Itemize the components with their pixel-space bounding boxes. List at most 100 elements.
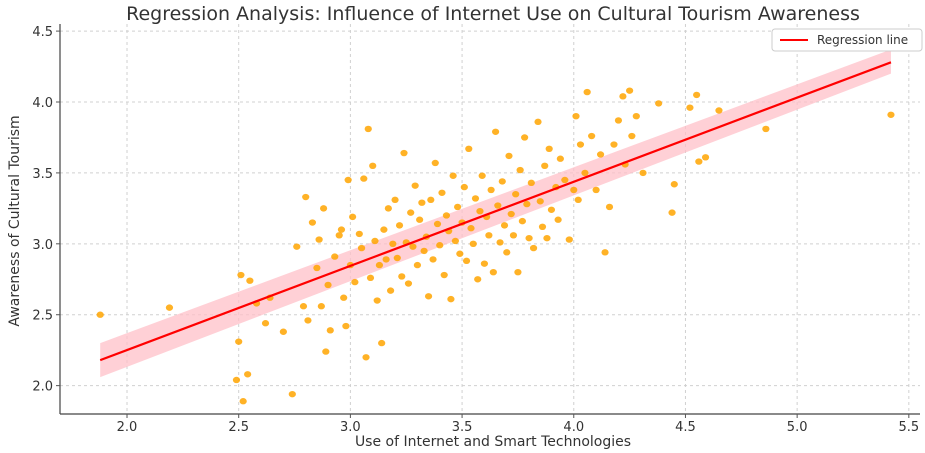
data-point (416, 216, 424, 223)
data-point (529, 244, 538, 252)
data-point (556, 155, 564, 162)
data-point (668, 209, 676, 216)
data-point (626, 87, 634, 94)
data-point (628, 132, 636, 140)
data-point (319, 205, 328, 212)
confidence-band (100, 49, 891, 378)
data-point (386, 287, 395, 294)
data-point (693, 91, 701, 99)
data-point (476, 208, 484, 215)
data-point (500, 222, 509, 229)
data-point (371, 237, 379, 245)
data-point (400, 149, 408, 157)
scatter-points (96, 87, 895, 405)
data-point (304, 317, 312, 324)
data-point (302, 193, 310, 201)
data-point (380, 226, 388, 233)
data-point (335, 232, 343, 239)
data-point (494, 202, 502, 209)
y-tick-label: 2.0 (32, 380, 53, 395)
data-point (355, 230, 363, 238)
data-point (460, 183, 468, 191)
data-point (313, 264, 321, 272)
data-point (454, 203, 462, 211)
data-point (525, 234, 533, 242)
regression-line (99, 61, 892, 362)
data-point (581, 169, 589, 177)
data-point (308, 219, 317, 226)
data-point (404, 280, 413, 287)
data-point (478, 172, 486, 179)
data-point (514, 268, 522, 276)
data-point (409, 243, 417, 250)
data-point (565, 236, 573, 243)
data-point (398, 273, 406, 280)
data-point (373, 297, 381, 304)
data-point (232, 376, 241, 384)
data-point (351, 278, 359, 286)
data-point (288, 390, 296, 398)
data-point (670, 181, 678, 188)
data-point (299, 303, 308, 310)
data-point (505, 152, 513, 160)
data-point (418, 199, 426, 206)
data-point (366, 274, 375, 282)
data-point (527, 179, 535, 187)
data-point (360, 175, 368, 182)
data-point (456, 250, 464, 257)
data-point (407, 209, 415, 216)
data-point (639, 169, 647, 177)
data-point (695, 158, 703, 165)
data-point (605, 203, 614, 211)
data-point (326, 327, 334, 334)
data-point (576, 141, 585, 148)
data-point (244, 371, 252, 378)
data-point (349, 213, 357, 221)
data-point (420, 247, 428, 255)
x-tick-labels: 2.0 2.5 3.0 3.5 4.0 4.5 5.0 5.5 (117, 414, 919, 435)
data-point (521, 134, 529, 141)
data-point (887, 111, 895, 118)
y-tick-labels: 2.0 2.5 3.0 3.5 4.0 4.5 (32, 25, 60, 395)
data-point (429, 256, 437, 263)
axes (59, 24, 920, 415)
data-point (596, 151, 605, 158)
y-tick-label: 3.5 (32, 167, 53, 182)
y-tick-label: 2.5 (32, 309, 53, 324)
data-point (375, 261, 384, 269)
data-point (545, 145, 553, 152)
data-point (619, 93, 627, 100)
data-point (235, 338, 243, 345)
data-point (614, 117, 623, 124)
data-point (534, 118, 542, 126)
data-point (570, 186, 578, 194)
data-point (237, 271, 245, 279)
data-point (554, 216, 562, 223)
data-point (411, 182, 419, 189)
data-point (465, 145, 473, 152)
data-point (165, 304, 174, 311)
regression-line-layer (99, 61, 892, 362)
data-point (413, 261, 422, 269)
data-point (337, 226, 346, 233)
data-point (431, 159, 439, 167)
data-point (480, 260, 489, 267)
data-point (246, 277, 254, 284)
data-point (427, 196, 435, 204)
data-point (574, 196, 582, 204)
x-tick-label: 3.0 (340, 420, 361, 435)
data-point (440, 271, 448, 279)
data-point (322, 348, 330, 355)
data-point (496, 239, 504, 246)
data-point (449, 172, 457, 179)
data-point (451, 237, 459, 245)
x-tick-label: 2.0 (117, 420, 138, 435)
x-tick-label: 3.5 (452, 420, 473, 435)
legend: Regression line (771, 28, 923, 52)
data-point (442, 212, 451, 219)
data-point (610, 141, 618, 148)
data-point (471, 195, 480, 202)
data-point (436, 242, 444, 249)
data-point (96, 311, 104, 318)
data-point (561, 176, 569, 184)
